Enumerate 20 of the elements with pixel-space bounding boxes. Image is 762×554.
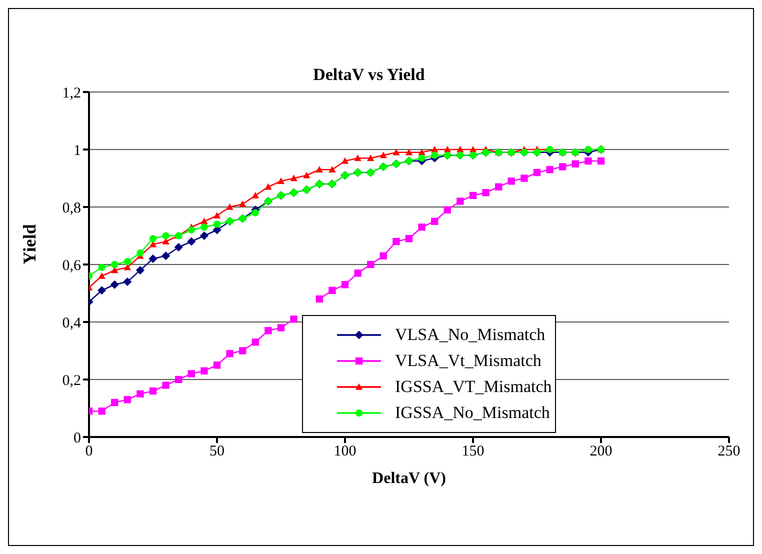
legend-label: VLSA_Vt_Mismatch <box>395 350 542 372</box>
y-tick-label: 0,2 <box>62 372 81 389</box>
y-axis-title: Yield <box>19 224 40 264</box>
y-tick-label: 0,4 <box>62 315 82 332</box>
y-tick-label: 1 <box>74 142 81 159</box>
x-tick-label: 200 <box>590 444 612 460</box>
x-tick-label: 0 <box>85 444 93 460</box>
x-axis-title: DeltaV (V) <box>372 470 446 487</box>
legend-label: VLSA_No_Mismatch <box>395 324 546 346</box>
x-tick-label: 250 <box>718 444 740 460</box>
y-tick-label: 0 <box>74 430 81 446</box>
legend-label: IGSSA_VT_Mismatch <box>395 376 552 398</box>
x-tick-label: 100 <box>334 444 356 460</box>
x-tick-label: 50 <box>210 444 224 460</box>
legend-label: IGSSA_No_Mismatch <box>395 402 550 424</box>
x-tick-label: 150 <box>462 444 484 460</box>
y-tick-label: 1,2 <box>62 85 81 102</box>
chart-title: DeltaV vs Yield <box>312 65 426 85</box>
y-tick-label: 0,6 <box>62 258 82 274</box>
y-tick-label: 0,8 <box>62 200 81 216</box>
